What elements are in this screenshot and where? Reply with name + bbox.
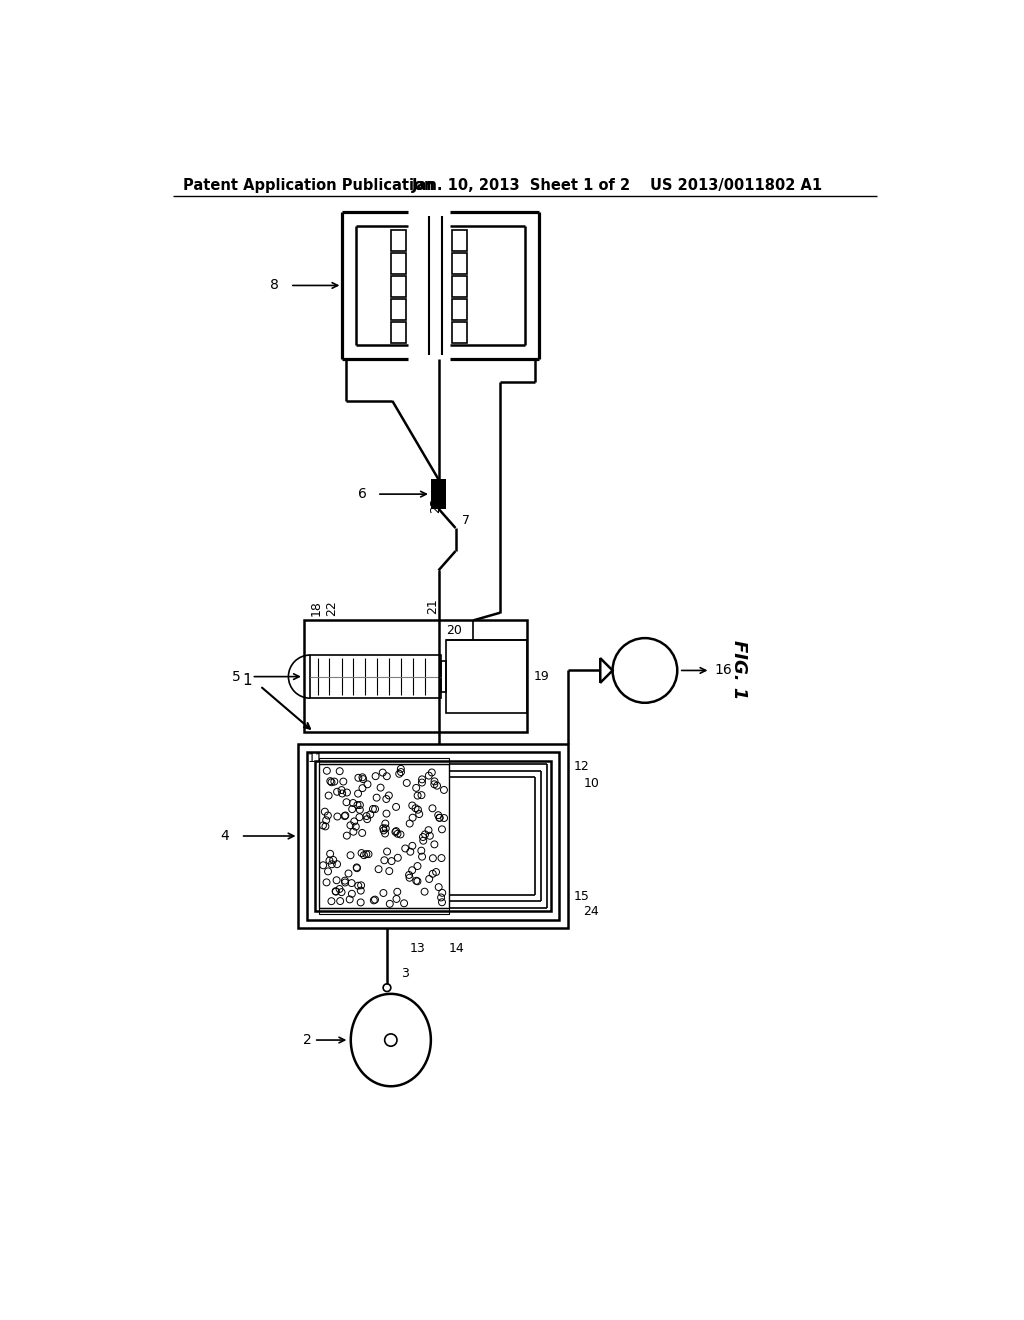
- Text: 20: 20: [446, 624, 462, 638]
- Bar: [319, 908, 449, 913]
- Text: US 2013/0011802 A1: US 2013/0011802 A1: [650, 178, 822, 193]
- Text: 3: 3: [400, 968, 409, 979]
- Text: 24: 24: [584, 906, 599, 917]
- Text: 2: 2: [303, 1034, 311, 1047]
- Text: Jan. 10, 2013  Sheet 1 of 2: Jan. 10, 2013 Sheet 1 of 2: [412, 178, 631, 193]
- Bar: [319, 758, 449, 764]
- Text: 19: 19: [534, 671, 549, 684]
- Bar: [391, 253, 407, 275]
- Text: 15: 15: [574, 890, 590, 903]
- Bar: [446, 640, 527, 713]
- Text: 22: 22: [326, 601, 338, 615]
- Text: 14: 14: [449, 942, 464, 956]
- Bar: [391, 276, 407, 297]
- Bar: [391, 230, 407, 251]
- Text: 10: 10: [584, 777, 599, 791]
- Text: 7: 7: [462, 513, 470, 527]
- Bar: [319, 764, 449, 908]
- Bar: [391, 322, 407, 343]
- Text: 4: 4: [220, 829, 229, 843]
- Text: 12: 12: [574, 760, 590, 774]
- Bar: [391, 300, 407, 321]
- Text: 18: 18: [310, 599, 323, 615]
- Bar: [315, 760, 551, 911]
- Bar: [452, 230, 467, 251]
- Bar: [304, 620, 527, 733]
- Bar: [452, 300, 467, 321]
- Text: 1: 1: [243, 673, 252, 688]
- Text: 16: 16: [714, 664, 732, 677]
- Bar: [431, 479, 446, 508]
- Text: 8: 8: [270, 279, 280, 293]
- Text: 5: 5: [231, 669, 241, 684]
- Bar: [452, 322, 467, 343]
- Bar: [298, 743, 568, 928]
- Text: Patent Application Publication: Patent Application Publication: [183, 178, 434, 193]
- Text: FIG. 1: FIG. 1: [730, 640, 748, 700]
- Bar: [452, 253, 467, 275]
- Bar: [307, 752, 559, 920]
- Text: 6: 6: [358, 487, 367, 502]
- Bar: [452, 276, 467, 297]
- Text: 13: 13: [410, 942, 426, 956]
- Text: 21: 21: [426, 598, 439, 614]
- Bar: [441, 661, 446, 692]
- Bar: [310, 655, 441, 698]
- Text: 11: 11: [307, 752, 324, 766]
- Text: 23: 23: [429, 498, 442, 513]
